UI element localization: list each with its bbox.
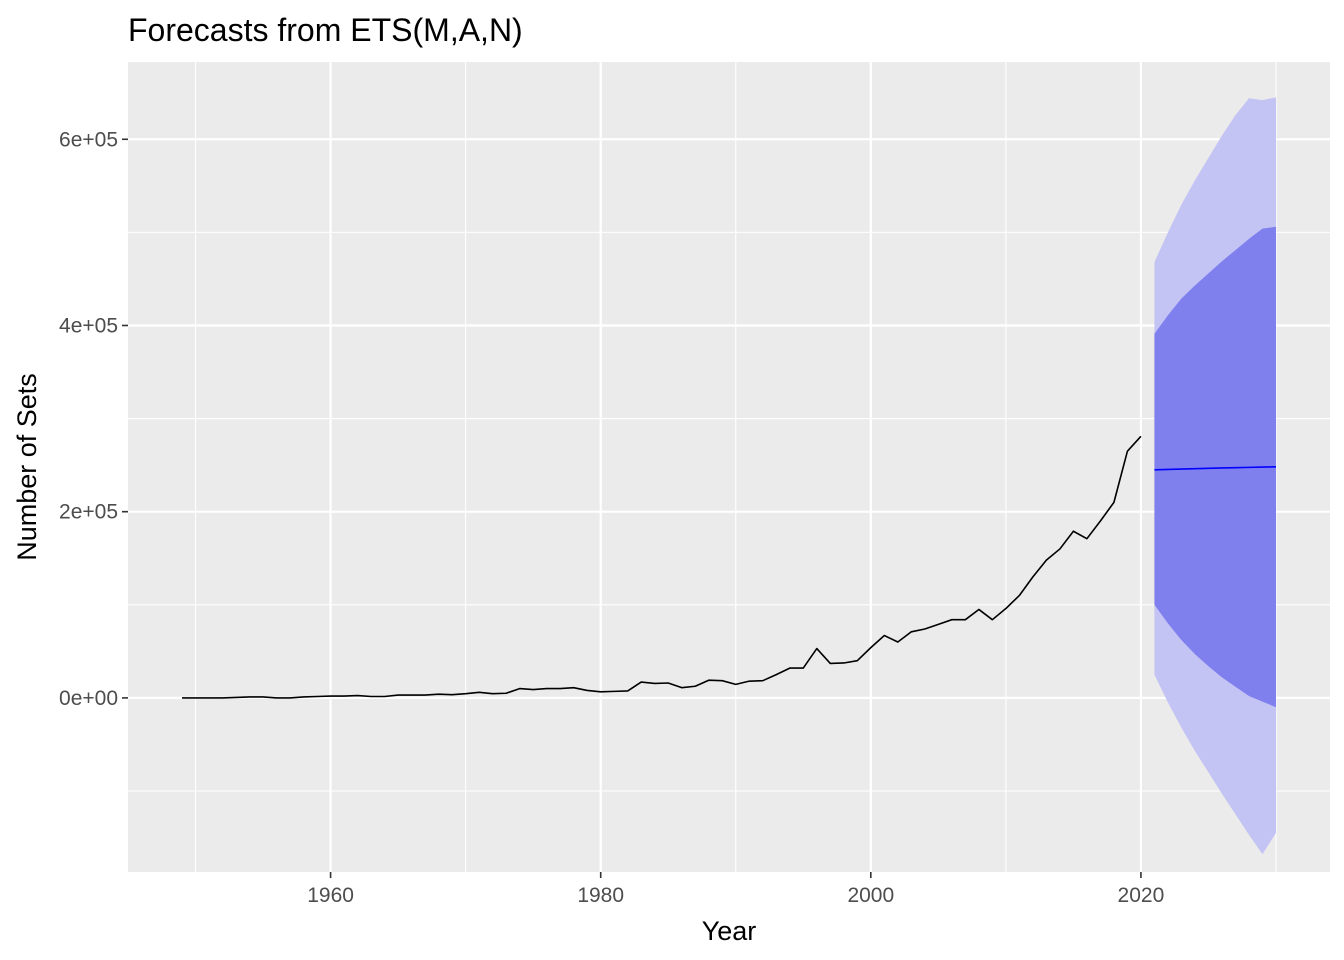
y-axis-title: Number of Sets (12, 373, 42, 561)
history-line (182, 435, 1142, 699)
x-axis-title: Year (702, 916, 757, 946)
x-tick-label: 1980 (577, 884, 624, 907)
x-tick-label: 2000 (847, 884, 894, 907)
y-tick-label: 6e+05 (59, 128, 118, 151)
x-tick-label: 2020 (1118, 884, 1165, 907)
plot-panel (128, 62, 1330, 872)
series-lines (182, 435, 1276, 699)
band-80 (1154, 226, 1276, 708)
y-axis: 0e+00 2e+05 4e+05 6e+05 (59, 128, 128, 710)
chart-title: Forecasts from ETS(M,A,N) (128, 12, 523, 48)
x-axis: 1960 1980 2000 2020 (307, 872, 1164, 907)
y-tick-label: 0e+00 (59, 687, 118, 710)
prediction-intervals (1154, 97, 1276, 855)
y-tick-label: 4e+05 (59, 314, 118, 337)
y-tick-label: 2e+05 (59, 501, 118, 524)
x-tick-label: 1960 (307, 884, 354, 907)
grid-major (128, 62, 1330, 872)
forecast-line (1154, 466, 1276, 471)
